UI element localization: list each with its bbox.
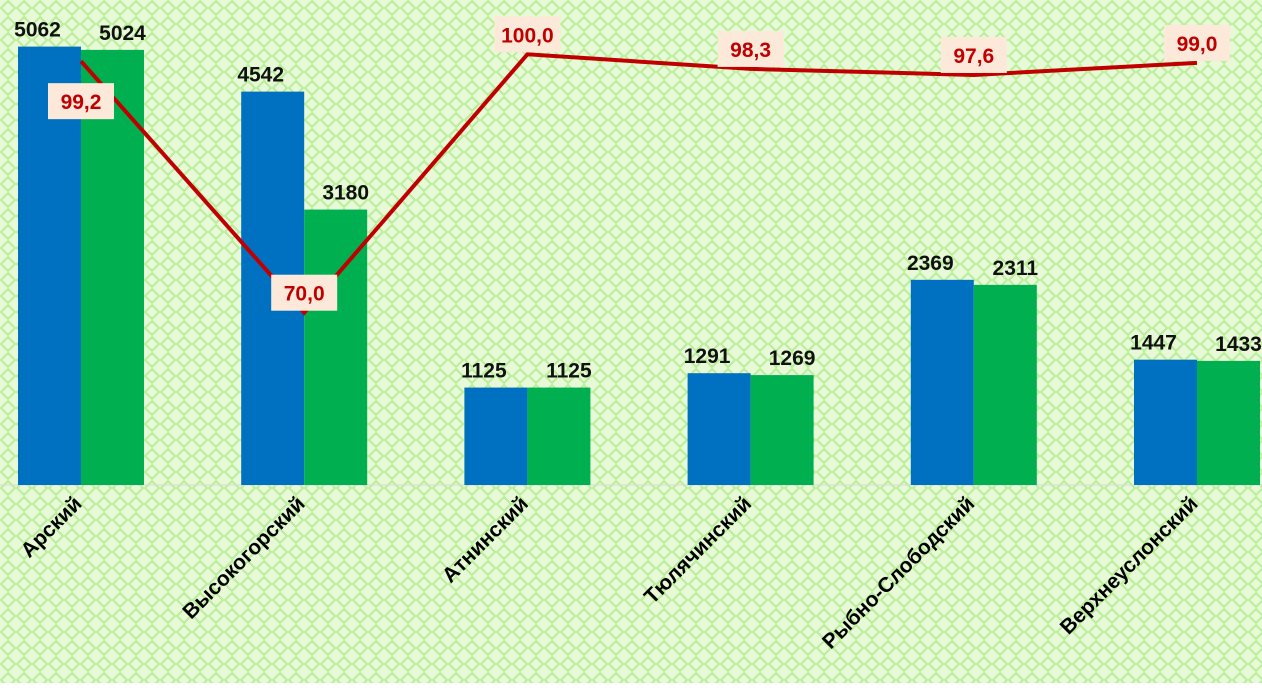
data-label: 1447 [1130, 332, 1177, 355]
line [79, 52, 1198, 316]
bar [304, 209, 368, 485]
data-label-box [494, 16, 561, 53]
bar [1134, 359, 1197, 485]
data-label: 1291 [684, 345, 731, 368]
data-label: 99,0 [1177, 33, 1218, 56]
data-label: 70,0 [284, 283, 325, 306]
data-label: 1125 [546, 360, 592, 383]
data-label: 97,6 [953, 45, 994, 68]
data-label: 1125 [461, 360, 507, 383]
bar [973, 284, 1037, 485]
data-label-box [271, 274, 338, 311]
data-label-box [48, 83, 114, 120]
data-label: 98,3 [730, 39, 771, 62]
data-label: 3180 [322, 182, 369, 205]
data-label: 5024 [99, 22, 146, 45]
data-label: 1269 [769, 347, 816, 370]
data-label: 1433 [1215, 333, 1262, 356]
data-label: 99,2 [61, 91, 102, 114]
bar [464, 387, 528, 485]
data-label-box [1164, 24, 1230, 61]
data-label: 2311 [993, 257, 1039, 280]
bar [687, 373, 751, 485]
data-label-box [940, 36, 1007, 73]
data-label: 5062 [14, 19, 61, 42]
bar [527, 387, 591, 485]
data-label: 4542 [237, 64, 284, 87]
bar [18, 46, 81, 486]
bar [1197, 360, 1260, 485]
bar [750, 375, 814, 485]
bar [910, 279, 974, 485]
data-label: 100,0 [501, 24, 554, 47]
data-label: 2369 [907, 252, 954, 275]
data-label-box [717, 30, 784, 67]
